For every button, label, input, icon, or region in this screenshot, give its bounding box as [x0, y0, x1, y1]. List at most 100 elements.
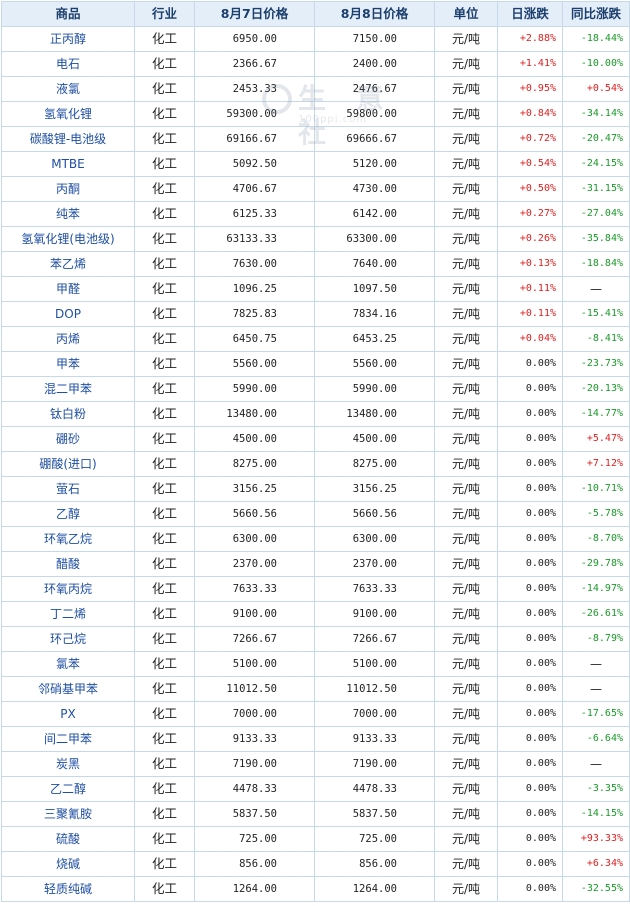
daily-change-cell: 0.00% [497, 676, 563, 702]
price-aug7-cell: 8275.00 [194, 451, 315, 477]
product-name-link[interactable]: 醋酸 [1, 551, 135, 577]
price-aug7-cell: 2366.67 [194, 51, 315, 77]
daily-change-cell: 0.00% [497, 701, 563, 727]
price-aug7-cell: 2370.00 [194, 551, 315, 577]
product-name-link[interactable]: MTBE [1, 151, 135, 177]
price-aug7-cell: 9100.00 [194, 601, 315, 627]
price-aug7-cell: 6950.00 [194, 26, 315, 52]
product-name-link[interactable]: DOP [1, 301, 135, 327]
product-name-link[interactable]: PX [1, 701, 135, 727]
product-name-link[interactable]: 丙烯 [1, 326, 135, 352]
unit-cell: 元/吨 [434, 451, 498, 477]
unit-cell: 元/吨 [434, 251, 498, 277]
product-name-link[interactable]: 氢氧化锂 [1, 101, 135, 127]
product-name-link[interactable]: 萤石 [1, 476, 135, 502]
unit-cell: 元/吨 [434, 426, 498, 452]
product-name-link[interactable]: 间二甲苯 [1, 726, 135, 752]
product-name-link[interactable]: 轻质纯碱 [1, 876, 135, 902]
yoy-change-cell: -8.79% [562, 626, 630, 652]
product-name-link[interactable]: 甲苯 [1, 351, 135, 377]
industry-cell: 化工 [134, 151, 195, 177]
unit-cell: 元/吨 [434, 301, 498, 327]
product-name-link[interactable]: 环氧乙烷 [1, 526, 135, 552]
price-aug7-cell: 13480.00 [194, 401, 315, 427]
table-row: 环己烷 化工 7266.67 7266.67 元/吨 0.00% -8.79% [1, 626, 630, 652]
price-aug7-cell: 11012.50 [194, 676, 315, 702]
price-aug7-cell: 4478.33 [194, 776, 315, 802]
product-name-link[interactable]: 乙醇 [1, 501, 135, 527]
table-row: 乙二醇 化工 4478.33 4478.33 元/吨 0.00% -3.35% [1, 776, 630, 802]
product-name-link[interactable]: 甲醛 [1, 276, 135, 302]
table-row: 烧碱 化工 856.00 856.00 元/吨 0.00% +6.34% [1, 851, 630, 877]
table-row: 硼酸(进口) 化工 8275.00 8275.00 元/吨 0.00% +7.12% [1, 451, 630, 477]
industry-cell: 化工 [134, 176, 195, 202]
unit-cell: 元/吨 [434, 151, 498, 177]
product-name-link[interactable]: 环氧丙烷 [1, 576, 135, 602]
product-name-link[interactable]: 氢氧化锂(电池级) [1, 226, 135, 252]
price-aug7-cell: 1096.25 [194, 276, 315, 302]
table-row: 苯乙烯 化工 7630.00 7640.00 元/吨 +0.13% -18.84% [1, 251, 630, 277]
price-aug7-cell: 69166.67 [194, 126, 315, 152]
product-name-link[interactable]: 电石 [1, 51, 135, 77]
yoy-change-cell: +0.54% [562, 76, 630, 102]
header-price-aug7: 8月7日价格 [194, 1, 315, 27]
daily-change-cell: +0.11% [497, 301, 563, 327]
product-name-link[interactable]: 混二甲苯 [1, 376, 135, 402]
daily-change-cell: +0.95% [497, 76, 563, 102]
daily-change-cell: 0.00% [497, 551, 563, 577]
product-name-link[interactable]: 硼酸(进口) [1, 451, 135, 477]
price-aug8-cell: 8275.00 [314, 451, 435, 477]
yoy-change-cell: +93.33% [562, 826, 630, 852]
product-name-link[interactable]: 碳酸锂-电池级 [1, 126, 135, 152]
product-name-link[interactable]: 正丙醇 [1, 26, 135, 52]
yoy-change-cell: -32.55% [562, 876, 630, 902]
table-row: PX 化工 7000.00 7000.00 元/吨 0.00% -17.65% [1, 701, 630, 727]
daily-change-cell: +0.72% [497, 126, 563, 152]
industry-cell: 化工 [134, 726, 195, 752]
product-name-link[interactable]: 邻硝基甲苯 [1, 676, 135, 702]
price-aug7-cell: 7266.67 [194, 626, 315, 652]
table-row: DOP 化工 7825.83 7834.16 元/吨 +0.11% -15.41% [1, 301, 630, 327]
daily-change-cell: 0.00% [497, 776, 563, 802]
industry-cell: 化工 [134, 101, 195, 127]
product-name-link[interactable]: 乙二醇 [1, 776, 135, 802]
price-aug8-cell: 6300.00 [314, 526, 435, 552]
price-aug7-cell: 725.00 [194, 826, 315, 852]
yoy-change-cell: -14.77% [562, 401, 630, 427]
product-name-link[interactable]: 纯苯 [1, 201, 135, 227]
product-name-link[interactable]: 硼砂 [1, 426, 135, 452]
product-name-link[interactable]: 硫酸 [1, 826, 135, 852]
product-name-link[interactable]: 液氯 [1, 76, 135, 102]
table-header-row: 商品 行业 8月7日价格 8月8日价格 单位 日涨跌 同比涨跌 [1, 1, 630, 27]
product-name-link[interactable]: 丁二烯 [1, 601, 135, 627]
industry-cell: 化工 [134, 451, 195, 477]
price-aug7-cell: 5560.00 [194, 351, 315, 377]
industry-cell: 化工 [134, 301, 195, 327]
industry-cell: 化工 [134, 326, 195, 352]
daily-change-cell: 0.00% [497, 851, 563, 877]
daily-change-cell: +1.41% [497, 51, 563, 77]
product-name-link[interactable]: 环己烷 [1, 626, 135, 652]
product-name-link[interactable]: 苯乙烯 [1, 251, 135, 277]
product-name-link[interactable]: 钛白粉 [1, 401, 135, 427]
product-name-link[interactable]: 烧碱 [1, 851, 135, 877]
industry-cell: 化工 [134, 351, 195, 377]
price-aug8-cell: 856.00 [314, 851, 435, 877]
price-aug7-cell: 9133.33 [194, 726, 315, 752]
table-row: 氢氧化锂(电池级) 化工 63133.33 63300.00 元/吨 +0.26% -35.… [1, 226, 630, 252]
industry-cell: 化工 [134, 201, 195, 227]
product-name-link[interactable]: 炭黑 [1, 751, 135, 777]
product-name-link[interactable]: 丙酮 [1, 176, 135, 202]
industry-cell: 化工 [134, 251, 195, 277]
table-row: MTBE 化工 5092.50 5120.00 元/吨 +0.54% -24.15% [1, 151, 630, 177]
table-row: 环氧乙烷 化工 6300.00 6300.00 元/吨 0.00% -8.70% [1, 526, 630, 552]
price-aug7-cell: 5660.56 [194, 501, 315, 527]
yoy-change-cell: -10.71% [562, 476, 630, 502]
daily-change-cell: 0.00% [497, 576, 563, 602]
product-name-link[interactable]: 三聚氰胺 [1, 801, 135, 827]
product-name-link[interactable]: 氯苯 [1, 651, 135, 677]
daily-change-cell: 0.00% [497, 601, 563, 627]
table-body: 正丙醇 化工 6950.00 7150.00 元/吨 +2.88% -18.44% 电石 化工 2… [1, 26, 630, 902]
table-row: 混二甲苯 化工 5990.00 5990.00 元/吨 0.00% -20.13% [1, 376, 630, 402]
price-aug8-cell: 7266.67 [314, 626, 435, 652]
